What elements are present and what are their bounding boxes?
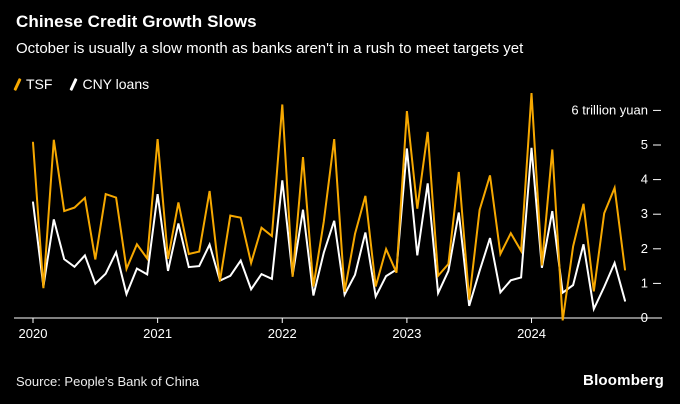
legend-item-cny-loans: CNY loans — [69, 76, 150, 92]
x-tick-label: 2024 — [517, 326, 546, 341]
x-tick-label: 2021 — [143, 326, 172, 341]
legend-label-cny-loans: CNY loans — [82, 76, 150, 92]
x-tick-label: 2023 — [392, 326, 421, 341]
chart-subtitle: October is usually a slow month as banks… — [16, 40, 524, 57]
y-tick-label: 2 — [641, 241, 648, 256]
legend: TSF CNY loans — [13, 76, 150, 92]
bloomberg-logo: Bloomberg — [583, 372, 664, 389]
x-tick-label: 2020 — [19, 326, 48, 341]
y-tick-label: 4 — [641, 172, 648, 187]
source-note: Source: People's Bank of China — [16, 374, 200, 389]
y-tick-label: 5 — [641, 137, 648, 152]
y-tick-label: 3 — [641, 206, 648, 221]
tsf-line — [32, 93, 626, 321]
x-tick-label: 2022 — [268, 326, 297, 341]
y-tick-label: 1 — [641, 275, 648, 290]
cny-loans-line — [32, 147, 626, 313]
y-tick-label: 0 — [641, 310, 648, 325]
credit-growth-line-chart: 2020 2021 2022 2023 2024 6 trillion yuan 5 4 3 2 1… — [14, 93, 662, 341]
legend-label-tsf: TSF — [26, 76, 53, 92]
chart-title: Chinese Credit Growth Slows — [16, 12, 257, 31]
y-axis-unit-label: 6 trillion yuan — [571, 102, 648, 117]
legend-item-tsf: TSF — [13, 76, 53, 92]
